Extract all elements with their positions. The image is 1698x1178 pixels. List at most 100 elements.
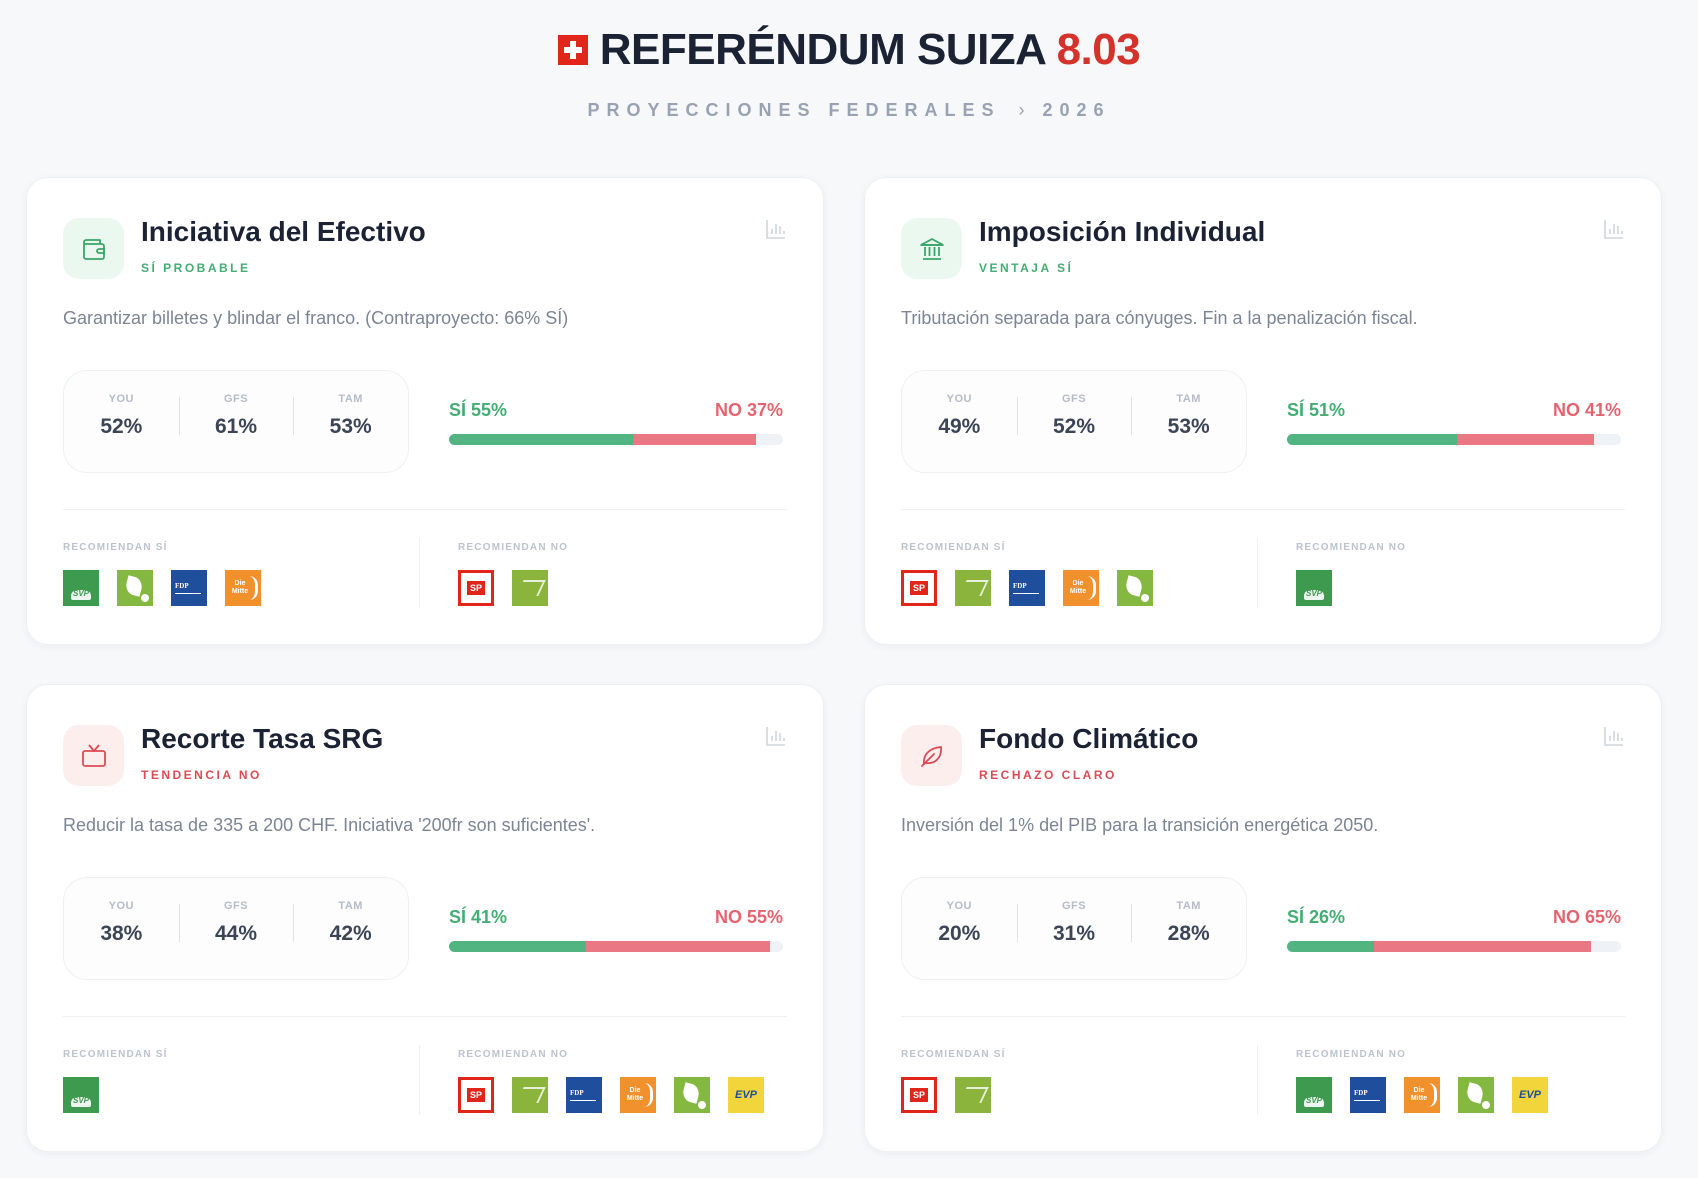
poll-value: 61% bbox=[214, 414, 258, 438]
subtitle-year: 2026 bbox=[1042, 100, 1111, 120]
recommend-separator bbox=[1257, 1045, 1258, 1115]
party-logo-evp: EVP bbox=[728, 1077, 764, 1113]
poll-source: YOU bbox=[108, 899, 134, 912]
poll-tam: TAM 53% bbox=[293, 391, 408, 453]
poll-value: 20% bbox=[938, 921, 981, 945]
subtitle-section: PROYECCIONES FEDERALES bbox=[587, 100, 1001, 120]
recommend-separator bbox=[419, 1045, 420, 1115]
projection-bar bbox=[449, 434, 783, 445]
no-bar-segment bbox=[632, 434, 757, 445]
page-subtitle: PROYECCIONES FEDERALES › 2026 bbox=[0, 100, 1698, 121]
status-badge: RECHAZO CLARO bbox=[979, 768, 1117, 782]
poll-you: YOU 49% bbox=[902, 391, 1017, 453]
card-divider bbox=[63, 1016, 787, 1017]
no-bar-segment bbox=[585, 941, 770, 952]
card-title: Recorte Tasa SRG bbox=[141, 723, 384, 754]
card-title: Fondo Climático bbox=[979, 723, 1199, 754]
recommend-yes-logos: SVP FDP Die Mitte bbox=[63, 570, 261, 606]
chart-icon[interactable] bbox=[1603, 725, 1625, 747]
party-logo-sp: SP bbox=[458, 570, 494, 606]
poll-source: YOU bbox=[946, 392, 972, 405]
subtitle-separator: › bbox=[1018, 100, 1025, 120]
party-logo-sp: SP bbox=[458, 1077, 494, 1113]
recommend-no-group: RECOMIENDAN NO SVP bbox=[1296, 542, 1406, 606]
party-logo-mitte: Die Mitte bbox=[620, 1077, 656, 1113]
recommend-yes-logos: SVP bbox=[63, 1077, 168, 1113]
card-description: Inversión del 1% del PIB para la transic… bbox=[901, 815, 1379, 835]
party-logo-gruene bbox=[1458, 1077, 1494, 1113]
referendum-card-2: Imposición Individual VENTAJA SÍ Tributa… bbox=[864, 177, 1662, 645]
poll-you: YOU 52% bbox=[64, 391, 179, 453]
party-logo-glp bbox=[512, 570, 548, 606]
page-title: REFERÉNDUM SUIZA 8.03 bbox=[599, 25, 1141, 75]
recommend-no-label: RECOMIENDAN NO bbox=[1296, 542, 1407, 553]
projection-bar bbox=[1287, 434, 1621, 445]
recommend-no-label: RECOMIENDAN NO bbox=[1296, 1049, 1407, 1060]
card-divider bbox=[63, 509, 787, 510]
recommend-no-group: RECOMIENDAN NO SP bbox=[458, 542, 568, 606]
recommend-separator bbox=[1257, 538, 1258, 608]
chart-icon[interactable] bbox=[765, 725, 787, 747]
party-logo-evp: EVP bbox=[1512, 1077, 1548, 1113]
poll-source: TAM bbox=[1176, 392, 1201, 405]
poll-source: GFS bbox=[1061, 392, 1087, 405]
yes-bar-segment bbox=[1287, 434, 1458, 445]
recommend-no-logos: SP bbox=[458, 570, 568, 606]
no-percent-label: NO 65% bbox=[1552, 907, 1621, 927]
poll-value: 53% bbox=[1167, 414, 1210, 438]
polls-panel: YOU 38% GFS 44% TAM 42% bbox=[63, 877, 409, 980]
yes-percent-label: SÍ 26% bbox=[1287, 907, 1346, 927]
card-description: Reducir la tasa de 335 a 200 CHF. Inicia… bbox=[63, 815, 596, 835]
yes-percent-label: SÍ 51% bbox=[1287, 400, 1346, 420]
party-logo-svp: SVP bbox=[1296, 1077, 1332, 1113]
projection-bar-group: SÍ 26% NO 65% bbox=[1287, 907, 1621, 952]
recommend-yes-label: RECOMIENDAN SÍ bbox=[63, 1049, 168, 1060]
recommend-yes-logos: SP bbox=[901, 1077, 1006, 1113]
poll-source: YOU bbox=[108, 392, 134, 405]
poll-tam: TAM 28% bbox=[1131, 898, 1246, 960]
poll-gfs: GFS 44% bbox=[178, 898, 294, 960]
recommend-yes-group: RECOMIENDAN SÍ SVP FDP Die Mitte bbox=[63, 542, 261, 606]
party-logo-svp: SVP bbox=[63, 1077, 99, 1113]
poll-you: YOU 20% bbox=[902, 898, 1017, 960]
recommend-yes-label: RECOMIENDAN SÍ bbox=[63, 542, 168, 553]
poll-source: TAM bbox=[338, 899, 363, 912]
poll-source: GFS bbox=[1061, 899, 1087, 912]
no-percent-label: NO 37% bbox=[714, 400, 783, 420]
title-main: REFERÉNDUM SUIZA bbox=[599, 25, 1046, 74]
poll-source: TAM bbox=[338, 392, 363, 405]
recommend-yes-label: RECOMIENDAN SÍ bbox=[901, 1049, 1006, 1060]
poll-value: 31% bbox=[1052, 921, 1096, 945]
chart-icon[interactable] bbox=[765, 218, 787, 240]
card-description: Garantizar billetes y blindar el franco.… bbox=[63, 308, 569, 328]
poll-value: 49% bbox=[938, 414, 981, 438]
status-badge: TENDENCIA NO bbox=[141, 768, 262, 782]
recommend-separator bbox=[419, 538, 420, 608]
polls-panel: YOU 49% GFS 52% TAM 53% bbox=[901, 370, 1247, 473]
party-logo-glp bbox=[955, 1077, 991, 1113]
yes-bar-segment bbox=[449, 434, 633, 445]
page-header: REFERÉNDUM SUIZA 8.03 PROYECCIONES FEDER… bbox=[0, 22, 1698, 121]
party-logo-glp bbox=[955, 570, 991, 606]
projection-bar-group: SÍ 51% NO 41% bbox=[1287, 400, 1621, 445]
recommend-no-group: RECOMIENDAN NO SVP FDP Die Mitte EVP bbox=[1296, 1049, 1548, 1113]
party-logo-gruene bbox=[674, 1077, 710, 1113]
polls-panel: YOU 20% GFS 31% TAM 28% bbox=[901, 877, 1247, 980]
party-logo-fdp: FDP bbox=[171, 570, 207, 606]
poll-value: 53% bbox=[329, 414, 372, 438]
card-title: Iniciativa del Efectivo bbox=[141, 216, 426, 247]
chart-icon[interactable] bbox=[1603, 218, 1625, 240]
party-logo-svp: SVP bbox=[63, 570, 99, 606]
party-logo-sp: SP bbox=[901, 1077, 937, 1113]
projection-bar-group: SÍ 41% NO 55% bbox=[449, 907, 783, 952]
bank-icon bbox=[901, 218, 962, 279]
yes-percent-label: SÍ 41% bbox=[449, 907, 508, 927]
yes-bar-segment bbox=[1287, 941, 1374, 952]
no-bar-segment bbox=[1457, 434, 1595, 445]
party-logo-fdp: FDP bbox=[1350, 1077, 1386, 1113]
poll-you: YOU 38% bbox=[64, 898, 179, 960]
party-logo-glp bbox=[512, 1077, 548, 1113]
poll-gfs: GFS 52% bbox=[1016, 391, 1132, 453]
polls-panel: YOU 52% GFS 61% TAM 53% bbox=[63, 370, 409, 473]
yes-percent-label: SÍ 55% bbox=[449, 400, 508, 420]
